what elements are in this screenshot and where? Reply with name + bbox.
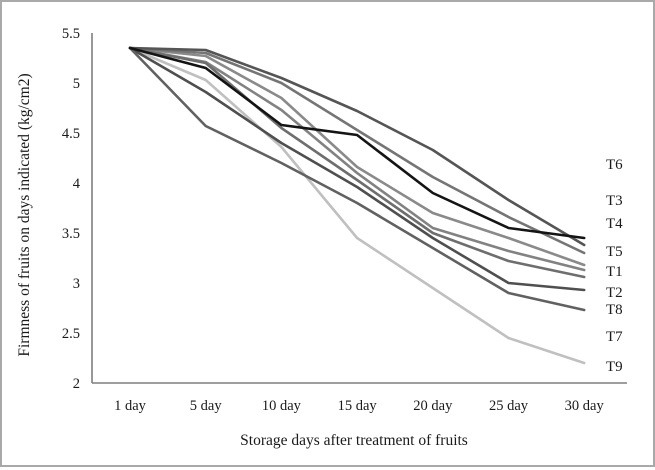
series-line-T8: [128, 46, 586, 292]
series-label-T1: T1: [606, 264, 623, 280]
series-label-T8: T8: [606, 302, 623, 318]
series-line-T4: [128, 46, 586, 255]
x-tick-label: 1 day: [114, 398, 147, 414]
series-label-T3: T3: [606, 193, 623, 209]
x-tick-label: 15 day: [338, 398, 378, 414]
x-tick-label: 30 day: [565, 398, 605, 414]
y-tick-label: 5: [73, 76, 80, 92]
y-tick-label: 4.5: [62, 126, 80, 142]
y-tick-label: 3: [73, 276, 80, 292]
series-label-T4: T4: [606, 216, 623, 232]
series-line-T6: [128, 46, 586, 240]
series-label-T6: T6: [606, 157, 623, 173]
series-layer: [128, 46, 586, 365]
series-line-T3: [128, 46, 586, 247]
y-tick-label: 5.5: [62, 26, 80, 42]
series-label-T2: T2: [606, 285, 623, 301]
series-line-T2: [128, 46, 586, 279]
y-tick-label: 2: [73, 376, 80, 392]
series-line-T7: [128, 46, 586, 312]
x-tick-label: 25 day: [489, 398, 529, 414]
series-label-T5: T5: [606, 244, 623, 260]
x-tick-label: 10 day: [262, 398, 302, 414]
y-tick-label: 3.5: [62, 226, 80, 242]
series-label-T9: T9: [606, 359, 623, 375]
y-tick-label: 2.5: [62, 326, 80, 342]
x-axis-title: Storage days after treatment of fruits: [240, 432, 468, 449]
y-axis-title: Firmness of fruits on days indicated (kg…: [16, 73, 33, 356]
axis-layer: [91, 33, 627, 384]
y-tick-label: 4: [73, 176, 81, 192]
tick-layer: 2 2.5 3 3.5 4 4.5 5 5.5 1 day 5 day 10 day 15 day 20…: [62, 26, 605, 414]
series-line-T9: [128, 46, 586, 365]
series-line-T5: [128, 46, 586, 267]
x-tick-label: 5 day: [190, 398, 223, 414]
series-label-T7: T7: [606, 329, 623, 345]
x-tick-label: 20 day: [413, 398, 453, 414]
firmness-line-chart: Storage days after treatment of fruits F…: [16, 26, 627, 449]
